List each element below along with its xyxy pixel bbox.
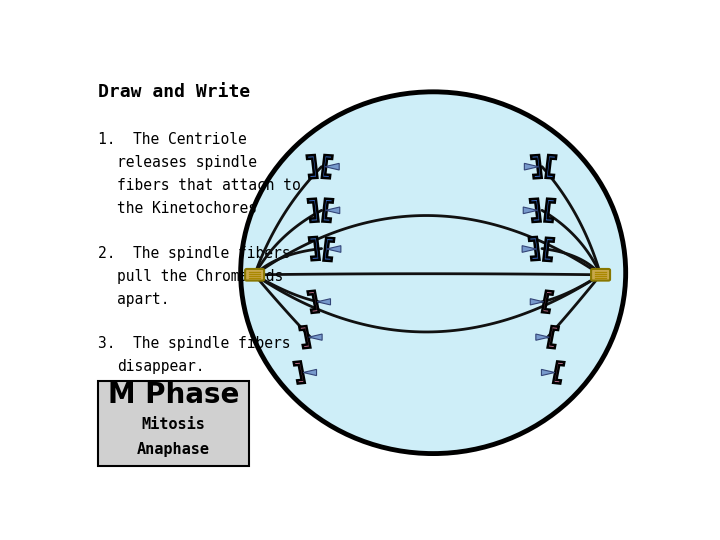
Polygon shape: [523, 207, 538, 214]
FancyBboxPatch shape: [245, 269, 264, 281]
Polygon shape: [323, 199, 333, 222]
Text: disappear.: disappear.: [117, 359, 204, 374]
Polygon shape: [548, 326, 559, 348]
Polygon shape: [325, 207, 340, 214]
Polygon shape: [530, 299, 544, 305]
Polygon shape: [522, 246, 536, 252]
Polygon shape: [309, 237, 320, 260]
Polygon shape: [531, 155, 541, 178]
FancyBboxPatch shape: [591, 269, 610, 281]
Polygon shape: [327, 246, 341, 252]
Polygon shape: [536, 334, 549, 340]
Polygon shape: [542, 291, 553, 313]
Polygon shape: [294, 361, 305, 383]
Text: Anaphase: Anaphase: [138, 442, 210, 457]
Text: apart.: apart.: [117, 292, 169, 307]
Polygon shape: [530, 199, 541, 222]
Polygon shape: [528, 237, 539, 260]
Polygon shape: [303, 369, 317, 376]
Text: pull the Chromatids: pull the Chromatids: [117, 269, 283, 285]
Polygon shape: [546, 155, 557, 178]
Text: M Phase: M Phase: [108, 381, 239, 409]
Polygon shape: [307, 291, 319, 313]
Text: releases spindle: releases spindle: [117, 155, 257, 170]
Polygon shape: [524, 163, 539, 170]
Text: 3.  The spindle fibers: 3. The spindle fibers: [99, 336, 291, 351]
Text: the Kinetochores: the Kinetochores: [117, 201, 257, 216]
Polygon shape: [544, 199, 555, 222]
FancyBboxPatch shape: [99, 381, 249, 466]
Polygon shape: [300, 326, 310, 348]
Text: fibers that attach to: fibers that attach to: [117, 178, 300, 193]
Text: Mitosis: Mitosis: [142, 417, 206, 432]
Text: 1.  The Centriole: 1. The Centriole: [99, 132, 247, 147]
Ellipse shape: [240, 92, 626, 454]
Polygon shape: [307, 155, 318, 178]
Polygon shape: [541, 369, 555, 376]
Polygon shape: [308, 199, 318, 222]
Polygon shape: [325, 163, 339, 170]
Polygon shape: [309, 334, 322, 340]
Text: Draw and Write: Draw and Write: [99, 83, 251, 101]
Polygon shape: [317, 299, 330, 305]
Polygon shape: [553, 361, 564, 383]
Text: 2.  The spindle fibers: 2. The spindle fibers: [99, 246, 291, 261]
Polygon shape: [323, 238, 334, 261]
Polygon shape: [544, 238, 554, 261]
Polygon shape: [322, 155, 333, 178]
